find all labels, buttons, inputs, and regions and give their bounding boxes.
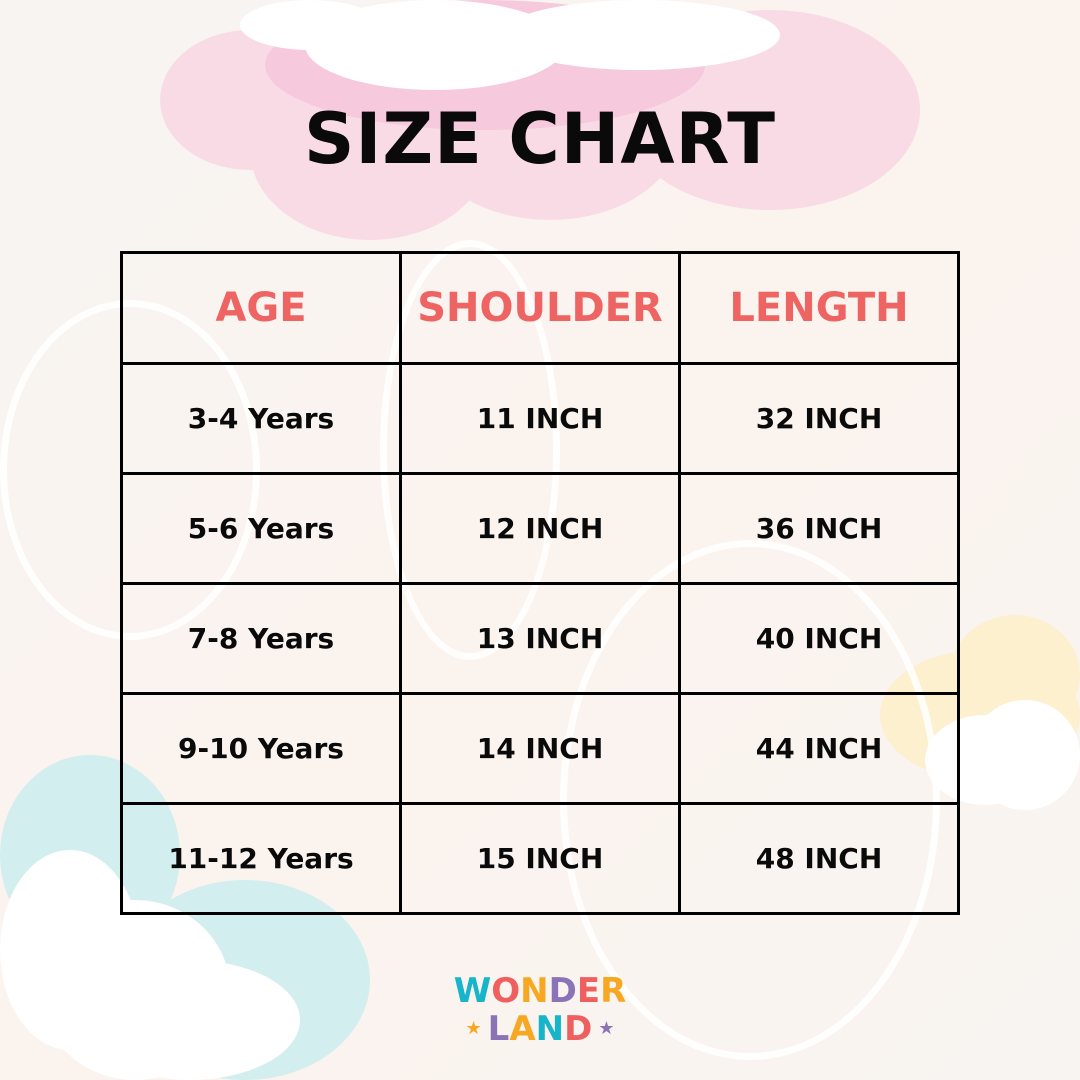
- logo-letter: N: [520, 971, 549, 1011]
- age-cell: 11-12 Years: [120, 802, 402, 915]
- table-row: 5-6 Years 12 INCH 36 INCH: [120, 472, 960, 585]
- shoulder-cell: 11 INCH: [399, 362, 681, 475]
- length-cell: 36 INCH: [678, 472, 960, 585]
- logo-line-1: WONDER: [440, 972, 640, 1010]
- column-header-length: LENGTH: [678, 251, 960, 365]
- white-cloud: [500, 0, 780, 70]
- age-cell: 5-6 Years: [120, 472, 402, 585]
- logo-letter: W: [453, 971, 492, 1011]
- logo-letter: L: [487, 1009, 510, 1049]
- column-header-shoulder: SHOULDER: [399, 251, 681, 365]
- shoulder-cell: 12 INCH: [399, 472, 681, 585]
- page-title: SIZE CHART: [303, 98, 777, 180]
- length-cell: 48 INCH: [678, 802, 960, 915]
- wonderland-logo: WONDER ★ LAND ★: [440, 972, 640, 1048]
- column-header-age: AGE: [120, 251, 402, 365]
- length-cell: 40 INCH: [678, 582, 960, 695]
- table-row: 3-4 Years 11 INCH 32 INCH: [120, 362, 960, 475]
- shoulder-cell: 13 INCH: [399, 582, 681, 695]
- white-cloud: [80, 960, 300, 1080]
- table-row: 9-10 Years 14 INCH 44 INCH: [120, 692, 960, 805]
- table-row: 7-8 Years 13 INCH 40 INCH: [120, 582, 960, 695]
- length-cell: 32 INCH: [678, 362, 960, 475]
- logo-letter: E: [576, 971, 601, 1011]
- logo-letter: N: [535, 1009, 565, 1049]
- age-cell: 7-8 Years: [120, 582, 402, 695]
- logo-line-2-row: ★ LAND ★: [440, 1010, 640, 1048]
- logo-letter: O: [491, 971, 521, 1011]
- shoulder-cell: 14 INCH: [399, 692, 681, 805]
- logo-line-2: LAND: [488, 1010, 593, 1048]
- shoulder-cell: 15 INCH: [399, 802, 681, 915]
- logo-letter: D: [548, 971, 577, 1011]
- logo-letter: D: [564, 1009, 593, 1049]
- logo-letter: A: [509, 1009, 536, 1049]
- header-row: AGE SHOULDER LENGTH: [120, 251, 960, 365]
- star-icon: ★: [598, 1018, 615, 1039]
- table-row: 11-12 Years 15 INCH 48 INCH: [120, 802, 960, 915]
- age-cell: 9-10 Years: [120, 692, 402, 805]
- white-cloud: [970, 700, 1080, 810]
- length-cell: 44 INCH: [678, 692, 960, 805]
- star-icon: ★: [465, 1018, 482, 1039]
- logo-letter: R: [600, 971, 627, 1011]
- age-cell: 3-4 Years: [120, 362, 402, 475]
- size-table: AGE SHOULDER LENGTH 3-4 Years 11 INCH 32…: [120, 251, 960, 915]
